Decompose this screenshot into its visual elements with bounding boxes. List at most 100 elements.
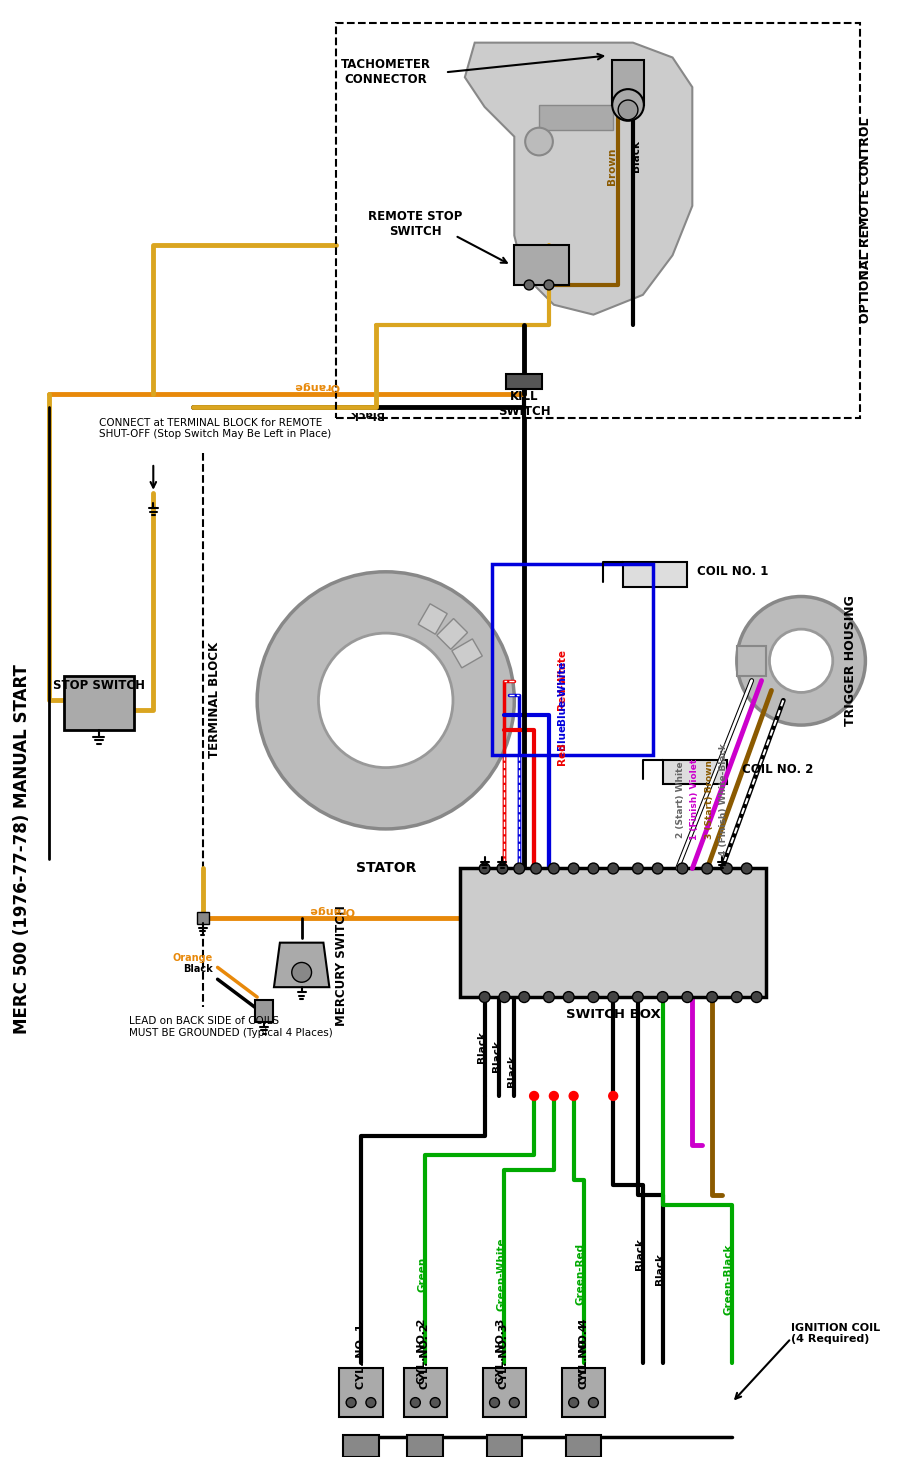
Text: Red: Red bbox=[557, 741, 567, 765]
Circle shape bbox=[544, 280, 554, 290]
Text: CYL. NO. 3: CYL. NO. 3 bbox=[497, 1318, 507, 1384]
Circle shape bbox=[514, 863, 525, 875]
Text: STATOR: STATOR bbox=[356, 861, 416, 876]
Text: Black: Black bbox=[634, 1238, 645, 1270]
Polygon shape bbox=[464, 42, 692, 315]
Circle shape bbox=[618, 100, 638, 120]
Circle shape bbox=[608, 1091, 617, 1100]
Text: CONNECT at TERMINAL BLOCK for REMOTE
SHUT-OFF (Stop Switch May Be Left in Place): CONNECT at TERMINAL BLOCK for REMOTE SHU… bbox=[99, 418, 331, 440]
Text: CYL. NO. 3: CYL. NO. 3 bbox=[500, 1323, 509, 1389]
Text: Green-Black: Green-Black bbox=[724, 1244, 733, 1314]
Circle shape bbox=[410, 1398, 420, 1408]
Bar bbox=[436, 618, 467, 649]
Bar bbox=[737, 646, 767, 675]
Circle shape bbox=[563, 992, 574, 1002]
Circle shape bbox=[588, 992, 598, 1002]
Circle shape bbox=[548, 863, 559, 875]
Circle shape bbox=[497, 863, 508, 875]
Circle shape bbox=[706, 992, 717, 1002]
Circle shape bbox=[652, 863, 663, 875]
Circle shape bbox=[682, 992, 693, 1002]
Text: Green-Red: Green-Red bbox=[576, 1242, 586, 1305]
Text: TRIGGER HOUSING: TRIGGER HOUSING bbox=[844, 595, 857, 727]
Text: COIL NO. 1: COIL NO. 1 bbox=[698, 565, 769, 579]
Text: Green: Green bbox=[418, 1257, 428, 1292]
Circle shape bbox=[702, 863, 713, 875]
Text: STOP SWITCH: STOP SWITCH bbox=[53, 678, 145, 691]
Circle shape bbox=[479, 992, 490, 1002]
Bar bbox=[460, 869, 767, 998]
Circle shape bbox=[657, 992, 668, 1002]
Text: REMOTE STOP
SWITCH: REMOTE STOP SWITCH bbox=[368, 209, 463, 237]
Polygon shape bbox=[274, 942, 329, 987]
Bar bbox=[623, 563, 688, 586]
Circle shape bbox=[677, 863, 688, 875]
Circle shape bbox=[569, 1398, 579, 1408]
Circle shape bbox=[608, 863, 618, 875]
Text: SWITCH BOX: SWITCH BOX bbox=[566, 1008, 661, 1021]
Circle shape bbox=[526, 127, 553, 155]
Text: COIL NO. 2: COIL NO. 2 bbox=[742, 763, 813, 776]
Circle shape bbox=[499, 992, 509, 1002]
Circle shape bbox=[346, 1398, 356, 1408]
Bar bbox=[337, 23, 860, 419]
Bar bbox=[566, 1436, 601, 1458]
Circle shape bbox=[549, 1091, 558, 1100]
Text: Black: Black bbox=[492, 1040, 502, 1072]
Text: Black: Black bbox=[631, 141, 641, 173]
Circle shape bbox=[589, 1398, 598, 1408]
Text: 4 (Finish) White-Black: 4 (Finish) White-Black bbox=[719, 743, 728, 856]
Circle shape bbox=[497, 1459, 512, 1465]
Circle shape bbox=[319, 633, 453, 768]
Text: Black: Black bbox=[508, 1055, 518, 1087]
Circle shape bbox=[524, 280, 534, 290]
Circle shape bbox=[608, 992, 618, 1002]
Text: Orange: Orange bbox=[293, 381, 339, 391]
Text: LEAD on BACK SIDE of COILS
MUST BE GROUNDED (Typical 4 Places): LEAD on BACK SIDE of COILS MUST BE GROUN… bbox=[129, 1015, 332, 1037]
Text: Brown: Brown bbox=[608, 148, 617, 185]
Circle shape bbox=[529, 1091, 538, 1100]
Text: Green-White: Green-White bbox=[497, 1236, 507, 1311]
Circle shape bbox=[292, 963, 311, 982]
Bar bbox=[662, 760, 727, 784]
Text: MERCURY SWITCH: MERCURY SWITCH bbox=[335, 905, 347, 1026]
Text: 2 (Start) White: 2 (Start) White bbox=[676, 760, 685, 838]
Circle shape bbox=[353, 1459, 369, 1465]
Circle shape bbox=[737, 596, 866, 725]
Circle shape bbox=[509, 1398, 519, 1408]
Text: Blue: Blue bbox=[557, 724, 567, 750]
Text: CYL. NO. 2: CYL. NO. 2 bbox=[420, 1323, 430, 1389]
Circle shape bbox=[612, 89, 643, 120]
Text: Black: Black bbox=[477, 1030, 487, 1062]
Circle shape bbox=[588, 863, 598, 875]
Text: TACHOMETER
CONNECTOR: TACHOMETER CONNECTOR bbox=[341, 59, 431, 86]
Circle shape bbox=[544, 992, 554, 1002]
Circle shape bbox=[531, 863, 542, 875]
Circle shape bbox=[722, 863, 733, 875]
Bar bbox=[64, 675, 133, 730]
Bar bbox=[507, 374, 542, 388]
Circle shape bbox=[479, 863, 490, 875]
Bar bbox=[452, 639, 482, 668]
Text: Orange: Orange bbox=[309, 905, 354, 916]
Bar bbox=[539, 105, 613, 130]
Circle shape bbox=[418, 1459, 433, 1465]
Circle shape bbox=[569, 1091, 578, 1100]
Text: CYL. NO. 1: CYL. NO. 1 bbox=[356, 1323, 366, 1389]
Bar bbox=[408, 1436, 443, 1458]
Text: CYL. NO. 2: CYL. NO. 2 bbox=[418, 1318, 428, 1384]
Bar bbox=[612, 60, 643, 105]
Circle shape bbox=[518, 992, 529, 1002]
Circle shape bbox=[568, 863, 579, 875]
Circle shape bbox=[742, 863, 752, 875]
Circle shape bbox=[430, 1398, 440, 1408]
Circle shape bbox=[257, 571, 514, 829]
Bar bbox=[418, 604, 447, 634]
Bar bbox=[482, 1368, 526, 1418]
Text: Blue-White: Blue-White bbox=[557, 661, 567, 725]
Text: 3 (Start) Brown: 3 (Start) Brown bbox=[705, 760, 714, 839]
Bar bbox=[491, 564, 652, 754]
Text: Black: Black bbox=[654, 1253, 665, 1285]
Text: CYL. NO. 4: CYL. NO. 4 bbox=[579, 1318, 589, 1384]
Circle shape bbox=[576, 1459, 591, 1465]
